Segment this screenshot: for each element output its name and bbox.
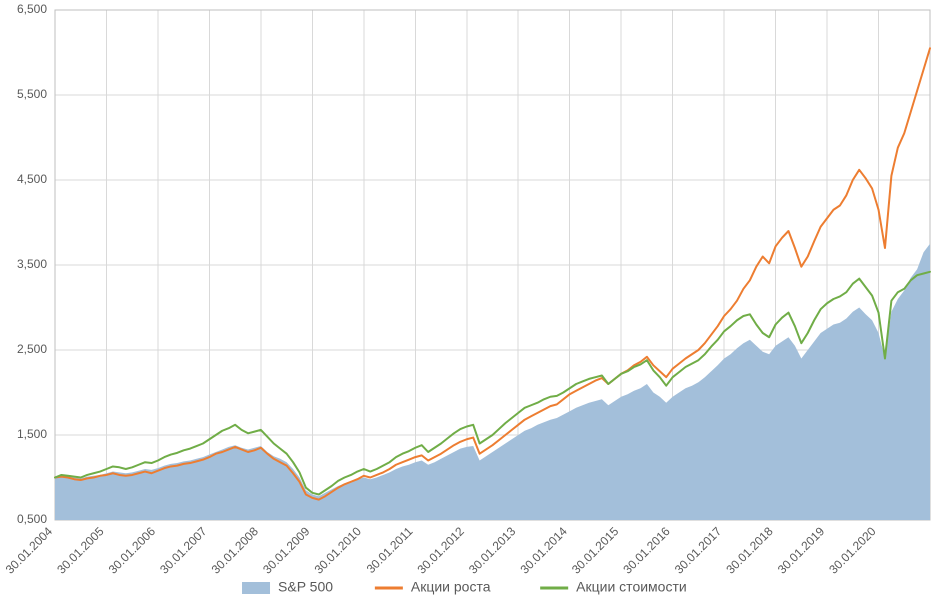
y-tick-label: 0,500: [17, 512, 47, 526]
legend-swatch-sp500: [242, 582, 270, 594]
y-tick-label: 2,500: [17, 342, 47, 356]
y-tick-label: 6,500: [17, 2, 47, 16]
legend-label-growth: Акции роста: [411, 579, 491, 595]
y-tick-label: 5,500: [17, 87, 47, 101]
y-tick-label: 1,500: [17, 427, 47, 441]
legend: S&P 500 Акции роста Акции стоимости: [242, 579, 687, 595]
y-tick-label: 3,500: [17, 257, 47, 271]
y-tick-label: 4,500: [17, 172, 47, 186]
chart-container: 0,5001,5002,5003,5004,5005,5006,50030.01…: [0, 0, 940, 601]
legend-label-value: Акции стоимости: [576, 579, 687, 595]
chart-svg: 0,5001,5002,5003,5004,5005,5006,50030.01…: [0, 0, 940, 601]
legend-label-sp500: S&P 500: [278, 579, 333, 595]
